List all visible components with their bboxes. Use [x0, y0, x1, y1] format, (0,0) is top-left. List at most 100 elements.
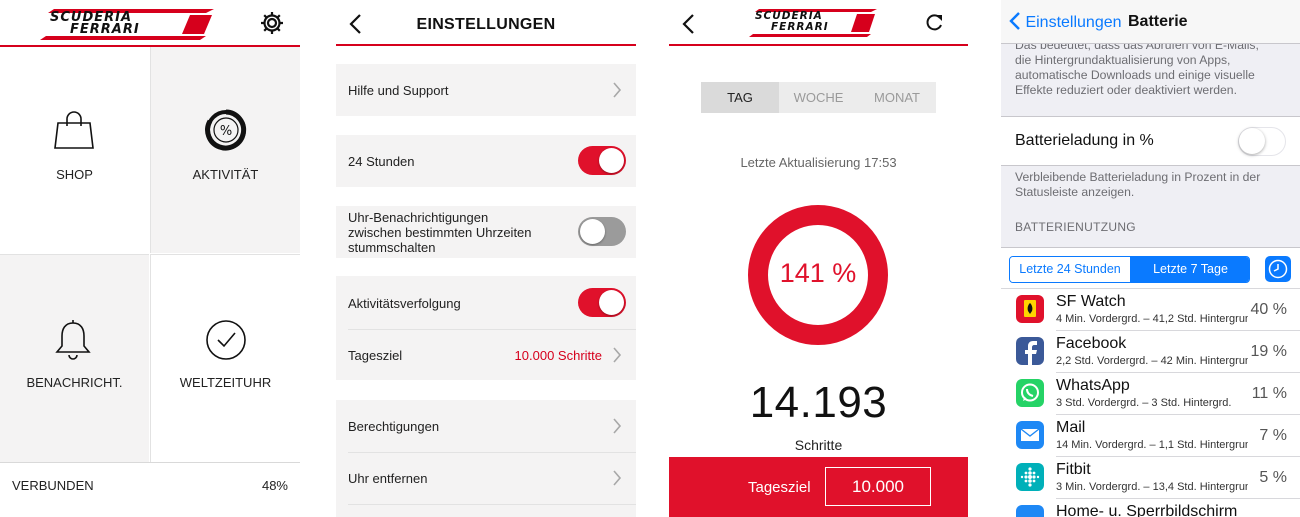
toggle-activity-tracking[interactable]	[578, 288, 626, 317]
settings-row-permissions[interactable]: Berechtigungen	[336, 400, 636, 452]
scuderia-ferrari-logo: SCUDERIA FERRARI	[40, 9, 214, 40]
row-label: Batterieladung in %	[1015, 132, 1154, 149]
connection-status: VERBUNDEN	[12, 478, 94, 493]
row-label: Uhr-Benachrichtigungen zwischen bestimmt…	[348, 210, 532, 255]
toggle-battery-percentage[interactable]	[1238, 127, 1286, 156]
tile-label: SHOP	[56, 167, 93, 182]
back-button[interactable]: Einstellungen	[1009, 12, 1122, 32]
chevron-right-icon	[613, 418, 622, 434]
app-usage-detail: 4 Min. Vordergrd. – 41,2 Std. Hintergrun…	[1056, 313, 1248, 325]
facebook-app-icon	[1016, 337, 1044, 365]
app-row-mail[interactable]: Mail 14 Min. Vordergrd. – 1,1 Std. Hinte…	[1001, 415, 1300, 457]
app-usage-percent: 11 %	[1251, 385, 1287, 402]
ferrari-app-icon	[1016, 295, 1044, 323]
app-row-fitbit[interactable]: Fitbit 3 Min. Vordergrd. – 13,4 Std. Hin…	[1001, 457, 1300, 499]
bell-icon	[55, 320, 91, 360]
chevron-right-icon	[613, 82, 622, 98]
daily-goal-input[interactable]: 10.000	[825, 467, 931, 506]
navigation-bar: Einstellungen Batterie	[1001, 0, 1300, 44]
mail-app-icon	[1016, 421, 1044, 449]
progress-ring: 141 %	[748, 205, 888, 345]
app-row-sf-watch[interactable]: SF Watch 4 Min. Vordergrd. – 41,2 Std. H…	[1001, 289, 1300, 331]
settings-group-activity: Aktivitätsverfolgung Tagesziel 10.000 Sc…	[336, 276, 636, 380]
daily-goal-bar: Tagesziel 10.000	[669, 457, 968, 517]
section-header-usage: BATTERIENUTZUNG	[1015, 220, 1136, 234]
tab-week[interactable]: WOCHE	[793, 90, 844, 105]
app-name: SF Watch	[1056, 293, 1126, 310]
app-name: Mail	[1056, 419, 1086, 436]
row-label: Hilfe und Support	[348, 83, 449, 98]
battery-percentage-note: Verbleibende Batterieladung in Prozent i…	[1015, 170, 1261, 199]
ferrari-home-screen: SCUDERIA FERRARI SHOP % AKTIVITÄT	[0, 0, 300, 517]
row-label: Tagesziel	[348, 348, 403, 363]
app-name: WhatsApp	[1056, 377, 1130, 394]
step-count-label: Schritte	[794, 437, 843, 453]
period-selector: TAG WOCHE MONAT	[701, 82, 936, 113]
activity-screen: SCUDERIA FERRARI TAG WOCHE MONAT Letzte …	[669, 0, 968, 517]
settings-row-mute: Uhr-Benachrichtigungen zwischen bestimmt…	[336, 206, 636, 258]
tile-notifications[interactable]: BENACHRICHT.	[0, 254, 149, 462]
settings-screen: EINSTELLUNGEN Hilfe und Support 24 Stund…	[336, 0, 636, 517]
chevron-left-icon	[1009, 12, 1020, 30]
ios-battery-settings: Das bedeutet, dass das Abrufen von E-Mai…	[1001, 0, 1300, 517]
tab-last-7-days[interactable]: Letzte 7 Tage	[1130, 257, 1249, 282]
battery-level: 48%	[261, 478, 288, 493]
progress-percent: 141 %	[779, 258, 857, 288]
home-app-icon	[1016, 505, 1044, 517]
app-usage-detail: 14 Min. Vordergrd. – 1,1 Std. Hintergrun…	[1056, 439, 1248, 451]
app-name: Home- u. Sperrbildschirm	[1056, 503, 1238, 517]
settings-row-daily-goal[interactable]: Tagesziel 10.000 Schritte	[336, 330, 636, 380]
clock-icon	[206, 320, 246, 360]
step-count: 14.193	[749, 378, 888, 427]
app-name: Facebook	[1056, 335, 1127, 352]
daily-goal-value: 10.000 Schritte	[514, 348, 602, 363]
row-label: Berechtigungen	[348, 419, 440, 434]
settings-group-watch: Berechtigungen Uhr entfernen	[336, 400, 636, 517]
app-name: Fitbit	[1056, 461, 1091, 478]
tab-day[interactable]: TAG	[701, 82, 779, 113]
app-row-whatsapp[interactable]: WhatsApp 3 Std. Vordergrd. – 3 Std. Hint…	[1001, 373, 1300, 415]
connection-status-bar: VERBUNDEN 48%	[0, 462, 300, 517]
app-row-home-lock[interactable]: Home- u. Sperrbildschirm	[1001, 499, 1300, 517]
shopping-bag-icon	[54, 111, 94, 149]
back-chevron-icon[interactable]	[679, 12, 699, 36]
tile-shop[interactable]: SHOP	[0, 47, 149, 253]
battery-percentage-row: Batterieladung in %	[1001, 116, 1300, 166]
app-usage-percent: 19 %	[1250, 343, 1287, 360]
tile-activity[interactable]: % AKTIVITÄT	[150, 47, 300, 253]
tile-label: WELTZEITUHR	[179, 375, 272, 390]
back-chevron-icon[interactable]	[346, 12, 366, 36]
settings-row-help[interactable]: Hilfe und Support	[336, 64, 636, 116]
toggle-mute-schedule[interactable]	[578, 217, 626, 246]
row-label: 24 Stunden	[348, 154, 415, 169]
daily-goal-label: Tagesziel	[748, 479, 811, 496]
activity-percent-icon: %	[205, 109, 247, 151]
tab-month[interactable]: MONAT	[874, 90, 920, 105]
low-power-note: Das bedeutet, dass das Abrufen von E-Mai…	[1015, 38, 1259, 97]
clock-icon[interactable]	[1265, 256, 1291, 282]
svg-text:%: %	[220, 124, 232, 139]
tile-label: BENACHRICHT.	[26, 375, 123, 390]
usage-period-selector: Letzte 24 Stunden Letzte 7 Tage	[1009, 256, 1250, 283]
app-usage-percent: 7 %	[1259, 427, 1287, 444]
app-usage-detail: 2,2 Std. Vordergrd. – 42 Min. Hintergrun…	[1056, 355, 1248, 367]
tab-last-24h[interactable]: Letzte 24 Stunden	[1010, 257, 1130, 282]
last-update-text: Letzte Aktualisierung 17:53	[740, 155, 897, 170]
app-usage-percent: 5 %	[1259, 469, 1287, 486]
refresh-icon[interactable]	[923, 12, 945, 34]
toggle-24h[interactable]	[578, 146, 626, 175]
page-title: EINSTELLUNGEN	[416, 16, 556, 33]
fitbit-app-icon	[1016, 463, 1044, 491]
chevron-right-icon	[613, 347, 622, 363]
app-usage-detail: 3 Min. Vordergrd. – 13,4 Std. Hintergrun…	[1056, 481, 1248, 493]
chevron-right-icon	[613, 470, 622, 486]
usage-section	[1001, 247, 1300, 517]
app-row-facebook[interactable]: Facebook 2,2 Std. Vordergrd. – 42 Min. H…	[1001, 331, 1300, 373]
settings-row-remove-watch[interactable]: Uhr entfernen	[336, 453, 636, 504]
whatsapp-app-icon	[1016, 379, 1044, 407]
scuderia-ferrari-logo: SCUDERIA FERRARI	[749, 9, 877, 37]
tile-world-clock[interactable]: WELTZEITUHR	[150, 254, 300, 462]
gear-icon[interactable]	[260, 11, 284, 35]
row-label: Aktivitätsverfolgung	[348, 296, 461, 311]
row-label: Uhr entfernen	[348, 471, 428, 486]
